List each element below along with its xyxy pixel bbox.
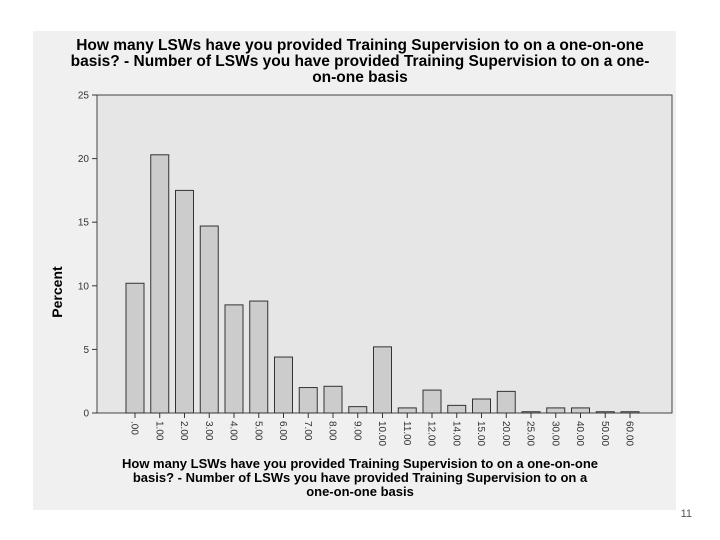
x-tick-label: 5.00 bbox=[252, 421, 263, 441]
chart-title: How many LSWs have you provided Training… bbox=[0, 38, 720, 86]
chart-title-line-1: How many LSWs have you provided Training… bbox=[76, 37, 644, 54]
y-tick-label: 25 bbox=[78, 91, 90, 102]
x-tick-label: 3.00 bbox=[203, 421, 214, 441]
chart-title-line-3: on-one basis bbox=[312, 69, 408, 86]
bar bbox=[323, 385, 343, 414]
bar bbox=[348, 406, 368, 414]
y-axis-label: Percent bbox=[49, 266, 65, 318]
x-axis-label: How many LSWs have you provided Training… bbox=[0, 457, 720, 499]
x-tick-label: 14.00 bbox=[450, 421, 461, 446]
x-tick-label: 11.00 bbox=[401, 421, 412, 446]
x-axis-label-line-1: How many LSWs have you provided Training… bbox=[122, 456, 598, 471]
bar bbox=[175, 189, 194, 414]
x-tick-label: 20.00 bbox=[500, 421, 511, 446]
x-tick-label: 12.00 bbox=[426, 421, 437, 446]
x-tick-label: 7.00 bbox=[302, 421, 313, 441]
x-tick-label: 40.00 bbox=[574, 421, 585, 446]
bar bbox=[472, 398, 491, 414]
bar bbox=[199, 225, 219, 414]
bar bbox=[224, 304, 244, 414]
x-tick-label: 4.00 bbox=[228, 421, 239, 441]
x-tick-label: 15.00 bbox=[475, 421, 486, 446]
bar bbox=[447, 404, 467, 414]
x-axis-label-line-2: basis? - Number of LSWs you have provide… bbox=[132, 470, 588, 485]
y-tick-label: 20 bbox=[78, 154, 90, 165]
bar bbox=[422, 389, 442, 414]
x-axis-label-line-3: one-on-one basis bbox=[306, 484, 414, 499]
x-tick-label: 30.00 bbox=[549, 421, 560, 446]
bar bbox=[521, 411, 541, 414]
x-tick-label: 50.00 bbox=[599, 421, 610, 446]
bar bbox=[150, 154, 170, 414]
y-tick-label: 5 bbox=[83, 345, 89, 356]
bar bbox=[298, 387, 318, 414]
x-tick-label: 10.00 bbox=[376, 421, 387, 446]
x-tick-label: 6.00 bbox=[277, 421, 288, 441]
bar bbox=[249, 300, 269, 414]
x-tick-label: 60.00 bbox=[624, 421, 635, 446]
bar bbox=[595, 411, 615, 414]
bar bbox=[125, 282, 145, 414]
y-tick-label: 0 bbox=[83, 409, 89, 420]
x-tick-label: .00 bbox=[129, 421, 140, 435]
chart-title-line-2: basis? - Number of LSWs you have provide… bbox=[70, 53, 650, 70]
bar bbox=[496, 390, 516, 414]
bar bbox=[397, 407, 417, 414]
x-tick-label: 2.00 bbox=[178, 421, 189, 441]
bar bbox=[546, 407, 566, 414]
bar bbox=[373, 346, 392, 414]
x-tick-label: 25.00 bbox=[525, 421, 536, 446]
bar bbox=[620, 411, 640, 414]
y-tick-label: 15 bbox=[78, 218, 90, 229]
slide-number: 11 bbox=[680, 508, 692, 520]
x-tick-label: 8.00 bbox=[327, 421, 338, 441]
y-tick-label: 10 bbox=[78, 281, 90, 292]
bar bbox=[274, 356, 293, 414]
x-tick-label: 9.00 bbox=[351, 421, 362, 441]
x-tick-label: 1.00 bbox=[153, 421, 164, 441]
bar bbox=[571, 407, 590, 414]
